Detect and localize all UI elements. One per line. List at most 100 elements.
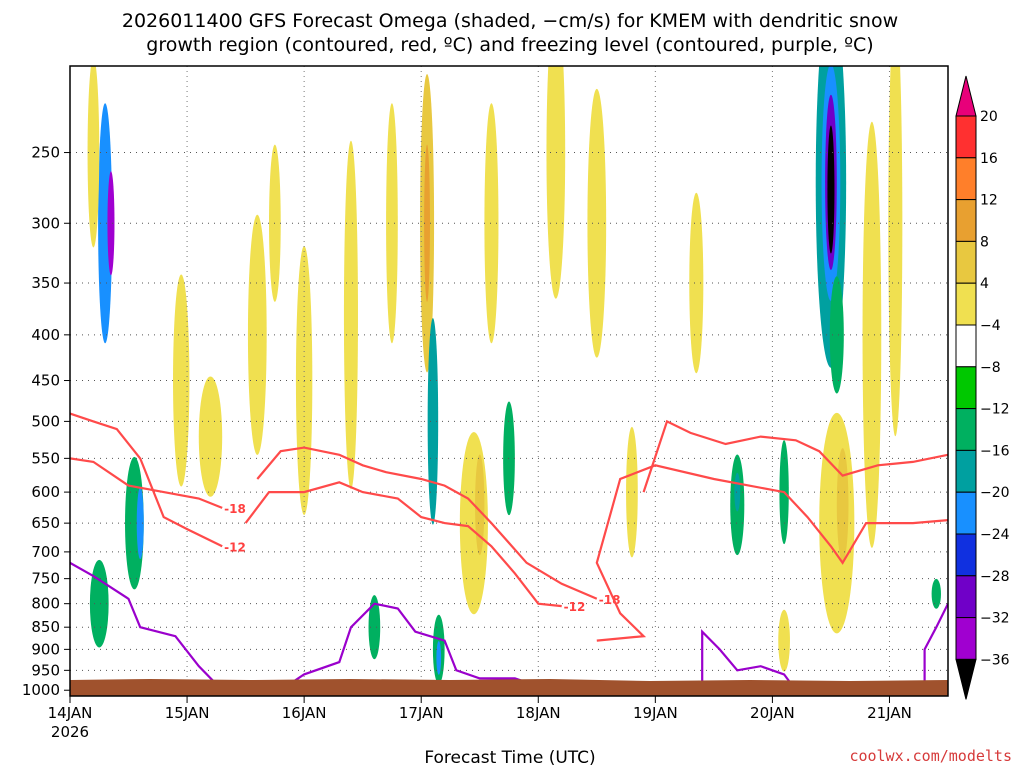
y-tick-label-650: 650 — [31, 514, 60, 532]
omega-cell-37 — [836, 448, 849, 562]
x-axis-label: Forecast Time (UTC) — [424, 748, 595, 768]
colorbar-box-10 — [955, 533, 977, 577]
omega-cell-1 — [107, 171, 115, 276]
colorbar-label-4: 4 — [980, 276, 989, 292]
colorbar-label-0: 20 — [980, 109, 998, 125]
y-tick-label-500: 500 — [31, 412, 60, 430]
omega-cell-28 — [734, 472, 741, 512]
omega-shading — [87, 66, 941, 684]
x-tick-label-20JAN: 20JAN — [750, 704, 795, 722]
colorbar-box-9 — [955, 491, 977, 535]
chart-title-line2: growth region (contoured, red, ºC) and f… — [146, 34, 873, 56]
y-tick-label-1000: 1000 — [22, 681, 60, 699]
colorbar-box-3 — [955, 240, 977, 284]
chart-title-line1: 2026011400 GFS Forecast Omega (shaded, −… — [122, 10, 898, 32]
grid-lines — [70, 66, 948, 696]
y-tick-label-350: 350 — [31, 274, 60, 292]
colorbar-label-3: 8 — [980, 234, 989, 250]
x-tick-label-17JAN: 17JAN — [399, 704, 444, 722]
x-tick-label-16JAN: 16JAN — [282, 704, 327, 722]
colorbar-box-5 — [955, 324, 977, 368]
freezing-contour-line-3 — [923, 603, 948, 691]
dgz-contour-label-2: -12 — [564, 600, 586, 614]
colorbar-box-2 — [955, 199, 977, 242]
dgz-contours: -18-12-12-18-12-18 — [70, 412, 948, 642]
omega-cell-15 — [424, 144, 430, 302]
colorbar-top-arrow — [955, 75, 977, 117]
omega-cell-18 — [436, 641, 442, 675]
omega-cell-8 — [247, 214, 267, 455]
omega-cell-20 — [475, 454, 485, 556]
omega-cell-30 — [778, 609, 790, 672]
dgz-contour-line-3 — [256, 446, 598, 600]
dgz-contour-label-0: -18 — [224, 502, 246, 516]
y-tick-label-750: 750 — [31, 570, 60, 588]
freezing-contour-line-1 — [280, 602, 539, 692]
colorbar-box-11 — [955, 575, 977, 619]
omega-cell-0 — [98, 103, 113, 344]
omega-cell-6 — [173, 274, 190, 487]
omega-cell-11 — [343, 140, 358, 490]
colorbar-box-12 — [955, 617, 977, 660]
dgz-contour-line-0 — [70, 457, 223, 509]
omega-cell-4 — [89, 559, 109, 648]
y-tick-label-800: 800 — [31, 595, 60, 613]
omega-cell-7 — [198, 376, 223, 497]
y-axis: 250 300 350 400 450 500 550 600 650 700 750 800 850 9… — [22, 144, 70, 699]
omega-cell-13 — [386, 103, 398, 344]
colorbar-label-13: −36 — [980, 652, 1010, 668]
freezing-contour-line-0 — [70, 561, 223, 691]
y-tick-label-550: 550 — [31, 449, 60, 467]
x-tick-label-15JAN: 15JAN — [165, 704, 210, 722]
omega-cell-38 — [862, 121, 882, 548]
omega-cell-35 — [829, 276, 844, 394]
colorbar-label-7: −12 — [980, 402, 1010, 418]
omega-cell-25 — [626, 426, 638, 558]
colorbar-box-6 — [955, 366, 977, 410]
y-tick-label-600: 600 — [31, 483, 60, 501]
y-tick-label-300: 300 — [31, 214, 60, 232]
x-tick-sublabel-14JAN: 2026 — [51, 723, 89, 741]
omega-cell-40 — [931, 578, 941, 609]
omega-cell-5 — [87, 66, 100, 248]
colorbar-label-9: −20 — [980, 485, 1010, 501]
colorbar-label-12: −32 — [980, 611, 1010, 627]
dgz-contour-line-2 — [244, 481, 562, 608]
colorbar: 20 16 12 8 4 −4 −8 −12 −16 −20 −24 −28 −32 −36 — [955, 75, 1010, 700]
y-tick-label-900: 900 — [31, 640, 60, 658]
colorbar-label-11: −28 — [980, 569, 1010, 585]
freezing-contour-line-2 — [701, 629, 797, 691]
dgz-contour-line-4 — [595, 464, 948, 642]
colorbar-label-5: −4 — [980, 318, 1001, 334]
dgz-contour-label-1: -12 — [224, 540, 246, 554]
omega-cell-12 — [368, 595, 381, 660]
omega-cell-24 — [587, 88, 607, 358]
omega-cell-23 — [546, 66, 566, 299]
omega-cell-39 — [888, 66, 903, 437]
y-tick-label-700: 700 — [31, 543, 60, 561]
colorbar-label-10: −24 — [980, 527, 1010, 543]
credit-text: coolwx.com/modelts — [849, 747, 1012, 765]
colorbar-box-4 — [955, 282, 977, 326]
x-tick-label-14JAN: 14JAN — [48, 704, 93, 722]
dgz-contour-line-5 — [642, 419, 948, 493]
y-tick-label-450: 450 — [31, 372, 60, 390]
x-tick-label-18JAN: 18JAN — [516, 704, 561, 722]
omega-cell-26 — [689, 192, 704, 374]
y-tick-label-400: 400 — [31, 326, 60, 344]
y-tick-label-850: 850 — [31, 618, 60, 636]
colorbar-box-8 — [955, 449, 977, 493]
omega-cell-22 — [484, 103, 499, 344]
omega-cell-34 — [827, 125, 835, 254]
colorbar-box-7 — [955, 408, 977, 451]
omega-cell-16 — [427, 318, 439, 525]
colorbar-bottom-arrow — [955, 658, 977, 700]
colorbar-box-1 — [955, 157, 977, 201]
dgz-contour-line-1 — [70, 412, 223, 548]
x-tick-label-21JAN: 21JAN — [867, 704, 912, 722]
colorbar-label-8: −16 — [980, 443, 1010, 459]
colorbar-box-0 — [955, 115, 977, 159]
colorbar-label-1: 16 — [980, 151, 998, 167]
